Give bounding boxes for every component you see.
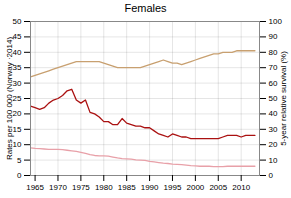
svg-text:15: 15 <box>12 124 22 134</box>
svg-text:2005: 2005 <box>209 183 227 192</box>
svg-text:1985: 1985 <box>118 183 136 192</box>
svg-text:1980: 1980 <box>95 183 113 192</box>
svg-text:100: 100 <box>269 17 283 26</box>
svg-text:40: 40 <box>269 109 278 118</box>
svg-text:10: 10 <box>269 156 278 165</box>
svg-text:Rates per 100 000 (Norway ·201: Rates per 100 000 (Norway ·2014) <box>5 37 14 161</box>
svg-text:70: 70 <box>269 63 278 72</box>
svg-text:0: 0 <box>17 171 22 180</box>
svg-text:0: 0 <box>269 171 274 180</box>
svg-text:40: 40 <box>12 47 22 57</box>
svg-text:45: 45 <box>12 32 22 42</box>
svg-text:90: 90 <box>269 32 278 41</box>
svg-text:25: 25 <box>12 94 22 104</box>
svg-text:1990: 1990 <box>141 183 159 192</box>
svg-text:20: 20 <box>12 109 22 119</box>
svg-text:2000: 2000 <box>186 183 204 192</box>
svg-text:5: 5 <box>17 156 22 165</box>
svg-text:5-year relative survival (%): 5-year relative survival (%) <box>279 51 288 146</box>
svg-text:2010: 2010 <box>232 183 250 192</box>
svg-text:20: 20 <box>269 140 278 149</box>
svg-text:50: 50 <box>269 94 278 103</box>
svg-text:35: 35 <box>12 63 22 73</box>
svg-text:1995: 1995 <box>164 183 182 192</box>
svg-text:60: 60 <box>269 79 278 88</box>
svg-text:10: 10 <box>12 140 22 150</box>
svg-text:50: 50 <box>13 17 22 26</box>
svg-text:1970: 1970 <box>49 183 67 192</box>
svg-text:30: 30 <box>269 125 278 134</box>
svg-text:80: 80 <box>269 48 278 57</box>
svg-text:30: 30 <box>12 78 22 88</box>
svg-text:1975: 1975 <box>72 183 90 192</box>
svg-text:1965: 1965 <box>26 183 44 192</box>
html-text:Females: Females <box>124 2 167 14</box>
